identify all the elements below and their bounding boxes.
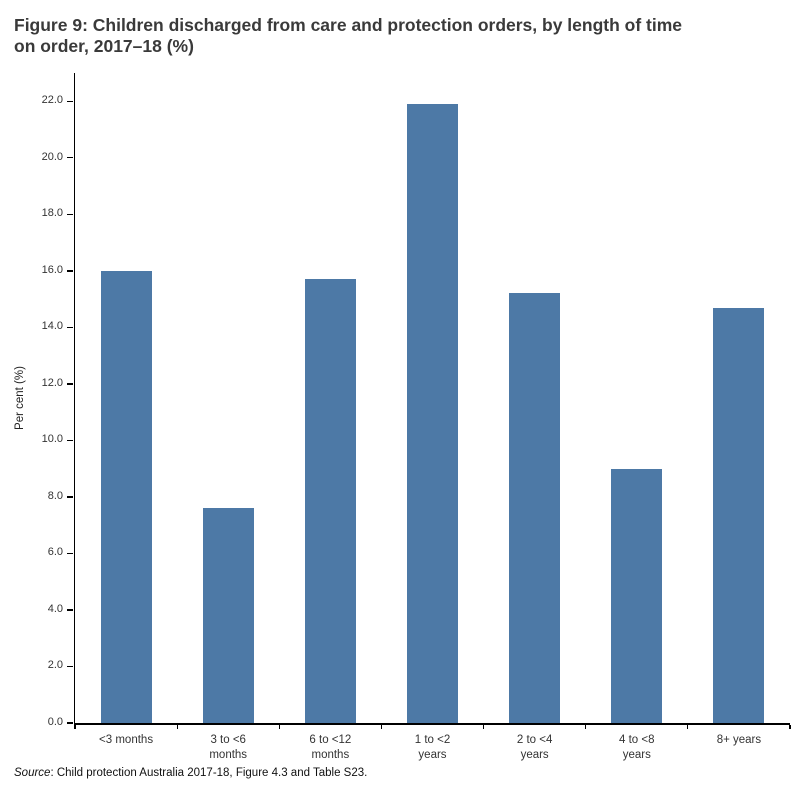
bar	[406, 104, 459, 723]
bar	[611, 468, 663, 723]
y-tick-mark	[67, 496, 73, 498]
x-tick-label: <3 months	[99, 734, 154, 746]
x-tick-label: 4 to <8 years	[619, 734, 655, 761]
y-tick-label: 4.0	[47, 602, 63, 615]
y-tick-mark	[67, 157, 73, 159]
y-tick-label: 8.0	[47, 489, 63, 502]
y-tick-label: 2.0	[47, 659, 63, 672]
source-text: : Child protection Australia 2017-18, Fi…	[50, 767, 368, 779]
y-tick-label: 6.0	[47, 546, 63, 559]
x-tick-label: 2 to <4 years	[516, 734, 553, 761]
y-tick-label: 10.0	[41, 433, 63, 446]
y-tick-label: 18.0	[41, 207, 63, 220]
y-tick-label: 20.0	[41, 150, 63, 163]
x-tick-label: 1 to <2 years	[414, 734, 451, 761]
y-tick-label: 14.0	[41, 320, 63, 333]
y-tick-mark	[67, 722, 73, 724]
x-tick-mark	[278, 725, 280, 729]
x-tick-label: 3 to <6 months	[209, 734, 248, 761]
y-tick-mark	[67, 383, 73, 385]
x-tick-mark	[687, 725, 689, 729]
x-tick-mark	[585, 725, 587, 729]
chart-title: Figure 9: Children discharged from care …	[14, 15, 792, 57]
bar	[509, 293, 561, 723]
x-tick-mark	[176, 725, 178, 729]
bar	[713, 307, 765, 723]
x-tick-mark	[789, 725, 791, 729]
bar	[304, 279, 356, 723]
x-tick-label: 8+ years	[716, 734, 762, 746]
source-prefix-label: Source	[14, 767, 51, 779]
y-tick-mark	[67, 100, 73, 102]
y-tick-mark	[67, 326, 73, 329]
chart-title-line-1: Figure 9: Children discharged from care …	[14, 15, 683, 35]
x-axis-line	[73, 723, 790, 725]
y-tick-label: 22.0	[41, 94, 63, 107]
x-tick-label: 6 to <12 months	[309, 734, 352, 761]
bar	[202, 508, 254, 723]
y-tick-label: 0.0	[47, 716, 63, 728]
y-tick-mark	[67, 609, 73, 611]
x-tick-mark	[482, 725, 485, 729]
plot-area: Per cent (%) 0.0 2.0 4.0 6.0 8.0 10.0 12.0 14.0…	[14, 73, 791, 761]
chart-title-line-2: on order, 2017–18 (%)	[14, 36, 194, 56]
y-tick-label: 16.0	[41, 263, 63, 276]
y-tick-label: 12.0	[41, 376, 63, 389]
y-tick-mark	[67, 552, 73, 555]
bar	[100, 270, 152, 723]
x-tick-mark	[74, 725, 76, 729]
y-tick-mark	[67, 270, 73, 272]
x-tick-mark	[380, 725, 383, 729]
y-tick-mark	[67, 439, 73, 442]
source-note: Source: Child protection Australia 2017-…	[14, 767, 367, 779]
y-tick-mark	[67, 665, 73, 668]
y-tick-mark	[67, 213, 73, 215]
y-axis-line	[73, 73, 75, 725]
